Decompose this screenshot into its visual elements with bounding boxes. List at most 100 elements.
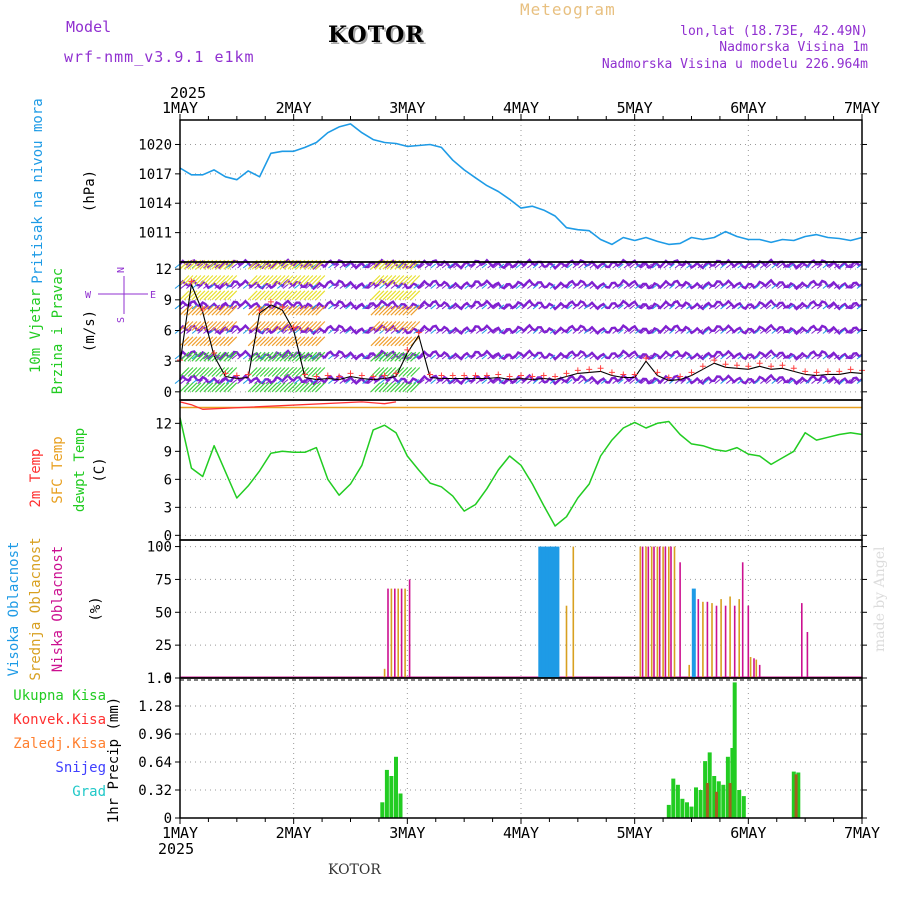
y-tick-label: 9 xyxy=(164,444,172,460)
wind-arrow xyxy=(402,382,413,393)
wind-arrow xyxy=(191,305,202,316)
wind-barb-tick xyxy=(566,379,573,384)
wind-barb-tick xyxy=(299,284,306,289)
wind-arrow xyxy=(291,305,302,316)
wind-arrow xyxy=(271,275,282,285)
wind-barb-tick xyxy=(816,263,823,269)
wind-barb-tick xyxy=(714,304,721,310)
wind-arrow xyxy=(406,336,417,347)
wind-arrow xyxy=(271,382,282,393)
wind-barb-tick xyxy=(242,304,249,310)
wind-arrow xyxy=(287,321,298,331)
wind-barb-tick xyxy=(504,379,510,384)
wind-barb-tick xyxy=(527,354,533,360)
cloud-low-bar xyxy=(806,632,809,678)
wind-arrow xyxy=(263,367,274,377)
wind-arrow xyxy=(398,290,409,301)
wind-barb-tick xyxy=(339,263,346,269)
wind-barb-tick xyxy=(572,284,579,289)
wind-barb-tick xyxy=(549,284,556,289)
cloud-low-bar xyxy=(641,546,644,678)
cloud-mid-bar xyxy=(720,599,722,678)
wind-barb-tick xyxy=(839,354,846,360)
precip-total-bar xyxy=(666,804,671,818)
wind-barb-tick xyxy=(589,263,596,269)
wind-barb-tick xyxy=(589,284,596,289)
wind-barb-tick xyxy=(225,329,232,334)
wind-barb-tick xyxy=(623,284,630,289)
y-tick-label: 3 xyxy=(164,500,172,516)
wind-barb-tick xyxy=(413,263,420,269)
wind-gust-marker xyxy=(427,371,434,378)
wind-arrow xyxy=(295,275,306,285)
wind-barb-tick xyxy=(561,329,567,334)
wind-barb-tick xyxy=(191,304,198,310)
wind-barb-tick xyxy=(481,284,488,289)
wind-arrow xyxy=(390,321,401,331)
wind-arrow xyxy=(315,367,326,377)
wind-barb-tick xyxy=(242,379,249,384)
wind-barb-tick xyxy=(606,304,613,310)
wind-barb-tick xyxy=(510,379,516,384)
wind-barb-tick xyxy=(640,379,647,384)
wind-barb-tick xyxy=(561,354,567,360)
pressure-unit-label: (hPa) xyxy=(82,170,98,212)
wind-gust-marker xyxy=(358,372,365,379)
wind-barb-tick xyxy=(225,379,232,384)
wind-barb-tick xyxy=(725,379,732,384)
wind-arrow xyxy=(199,367,210,377)
cloud-low-label: Niska Oblacnost xyxy=(50,546,66,672)
wind-barb-tick xyxy=(566,284,573,289)
precip-total-bar xyxy=(394,756,398,819)
wind-barb-tick xyxy=(424,284,431,289)
wind-barb-tick xyxy=(311,354,317,360)
wind-arrow xyxy=(255,275,266,285)
wind-arrow xyxy=(394,351,405,362)
wind-arrow xyxy=(307,336,318,347)
year-top-label: 2025 xyxy=(170,84,207,102)
wind-barb-tick xyxy=(294,263,300,269)
wind-barb-tick xyxy=(430,354,437,360)
wind-barb-tick xyxy=(833,263,840,269)
wind-barb-tick xyxy=(373,304,380,310)
wind-barb-tick xyxy=(691,329,698,334)
y-tick-label: 0 xyxy=(164,671,172,687)
wind-barb-tick xyxy=(453,379,459,384)
wind-arrow xyxy=(374,321,385,331)
wind-arrow xyxy=(287,275,298,285)
cloud-high-bar xyxy=(538,546,543,678)
wind-barb-tick xyxy=(265,329,272,334)
wind-barb-tick xyxy=(470,379,476,384)
text-layer: 1MAY 1MAY 2MAY 2MAY 3MAY 3MAY 4MAY 4MAY 5MAY 5MAY… xyxy=(6,98,880,842)
cloud-high-bar xyxy=(691,588,696,678)
top-day-label: 3MAY xyxy=(389,99,425,117)
wind-barb-tick xyxy=(242,329,249,334)
wind-barb-tick xyxy=(259,304,266,310)
wind-barb-tick xyxy=(237,284,243,289)
wind-arrow xyxy=(279,290,290,301)
wind-barb-tick xyxy=(237,379,243,384)
wind-barb-tick xyxy=(424,304,431,310)
wind-gust-marker xyxy=(836,368,843,375)
wind-barb-tick xyxy=(816,284,823,289)
wind-barb-tick xyxy=(214,263,221,269)
wind-arrow xyxy=(219,351,230,362)
wind-gust-marker xyxy=(722,361,729,368)
wind-arrow xyxy=(291,290,302,301)
wind-barb-tick xyxy=(856,263,863,269)
wind-barb-tick xyxy=(572,304,579,310)
wind-arrow xyxy=(207,305,218,316)
wind-barb-tick xyxy=(453,284,459,289)
wind-barb-tick xyxy=(498,354,505,360)
y-tick-label: 12 xyxy=(155,262,172,278)
wind-arrow xyxy=(398,382,409,393)
wind-barb-tick xyxy=(328,284,334,289)
wind-barb-tick xyxy=(390,354,397,360)
wind-barb-tick xyxy=(186,263,192,269)
wind-arrow xyxy=(227,290,238,301)
wind-arrow xyxy=(271,367,282,377)
wind-barb-tick xyxy=(356,329,363,334)
precip-total-bar xyxy=(671,778,676,818)
wind-barb-tick xyxy=(532,284,539,289)
precip-total-bar xyxy=(389,776,394,818)
